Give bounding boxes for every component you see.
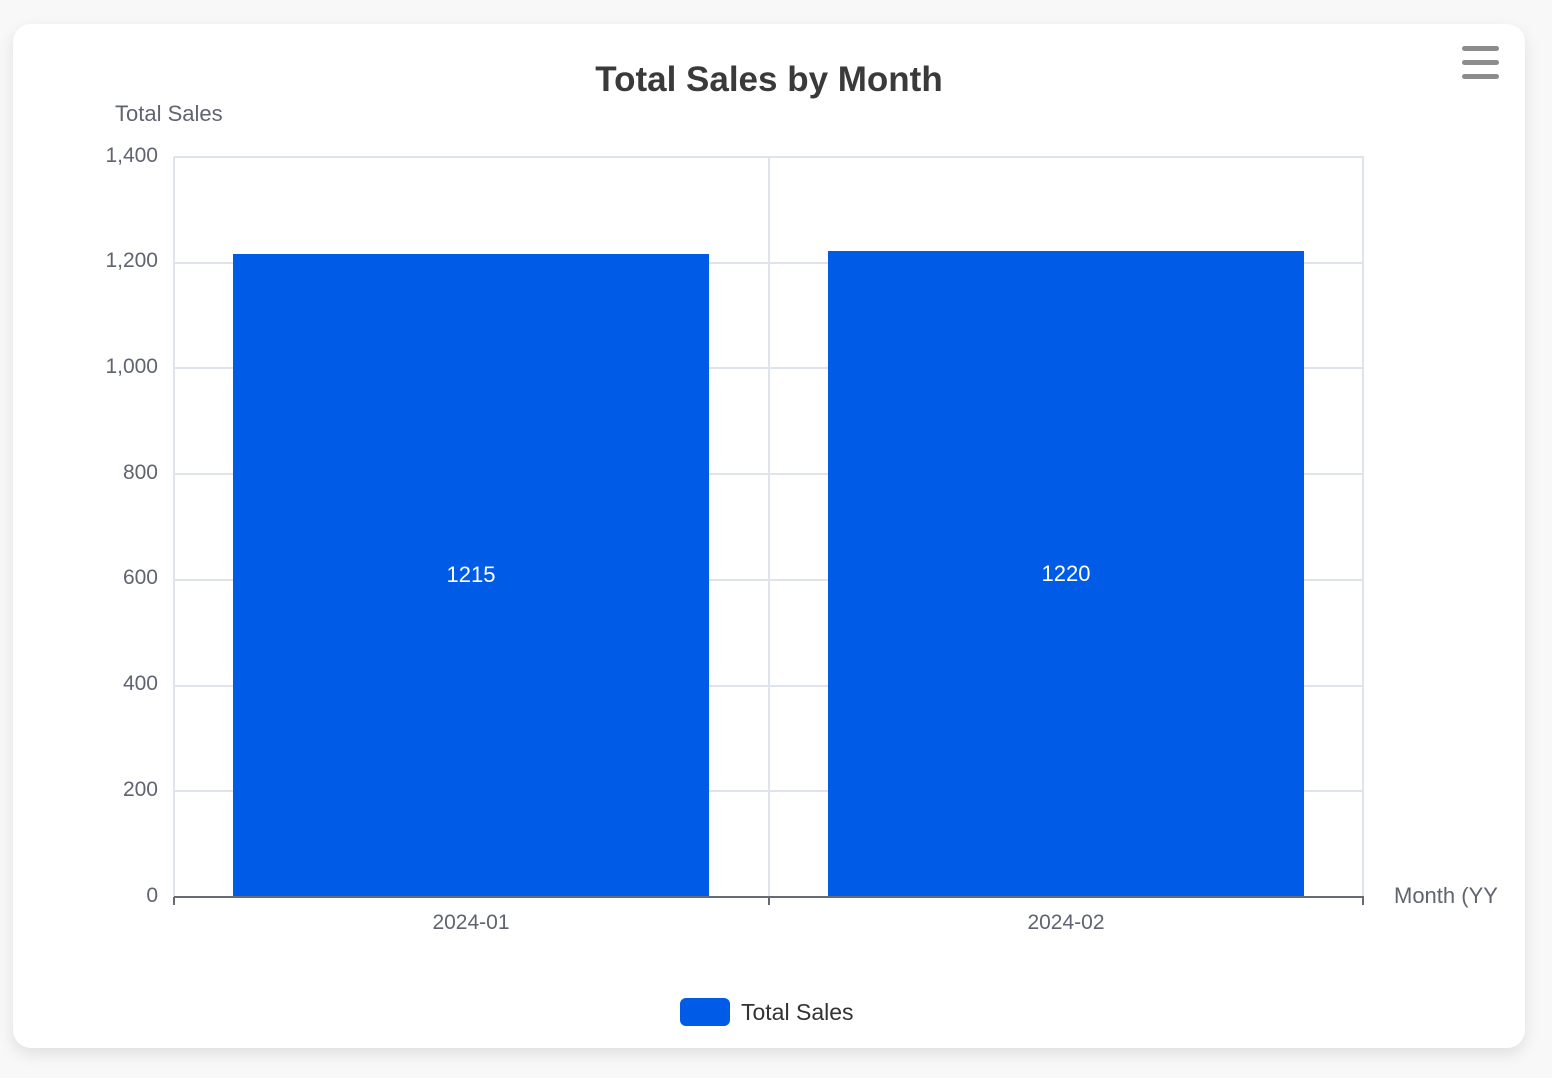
y-axis-title: Total Sales <box>115 101 223 126</box>
y-tick-label: 0 <box>146 884 158 907</box>
x-axis-tick <box>1362 897 1364 905</box>
gridline <box>1362 157 1364 897</box>
x-tick-label: 2024-01 <box>432 911 510 934</box>
bar-value-label: 1220 <box>1041 561 1091 586</box>
x-tick-label: 2024-02 <box>1027 911 1105 934</box>
y-tick-label: 1,000 <box>105 355 158 378</box>
y-tick-label: 800 <box>122 461 158 484</box>
bar-2024-01[interactable]: 1215 <box>233 254 709 897</box>
y-tick-label: 200 <box>122 778 158 801</box>
legend-label: Total Sales <box>741 998 854 1025</box>
y-tick-label: 1,400 <box>105 144 158 167</box>
x-axis-tick <box>768 897 770 905</box>
gridline <box>768 157 770 897</box>
x-axis-title: Month (YY <box>1394 883 1498 908</box>
bar-value-label: 1215 <box>446 562 496 587</box>
legend-swatch <box>680 998 730 1026</box>
bar-2024-02[interactable]: 1220 <box>828 251 1304 897</box>
legend-item-total-sales[interactable]: Total Sales <box>680 998 854 1026</box>
y-tick-label: 1,200 <box>105 249 158 272</box>
gridline <box>173 157 175 897</box>
hamburger-menu-icon[interactable] <box>1460 44 1501 82</box>
chart-title: Total Sales by Month <box>595 60 943 99</box>
y-tick-label: 600 <box>122 566 158 589</box>
y-tick-label: 400 <box>122 672 158 695</box>
x-axis-tick <box>173 897 175 905</box>
